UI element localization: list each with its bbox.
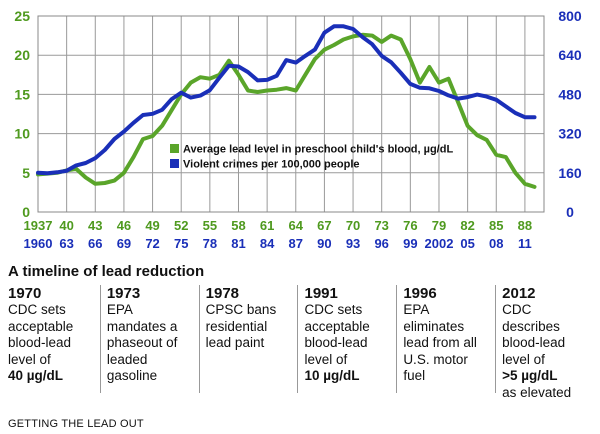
- x-tick-lead-year: 49: [145, 218, 159, 233]
- timeline-event: 1973 EPA mandates a phaseout of leaded g…: [99, 285, 199, 393]
- x-tick-lead-year: 61: [260, 218, 274, 233]
- x-tick-crime-year: 1960: [24, 236, 53, 251]
- timeline-text: CDC sets acceptable blood-lead level of 1…: [304, 302, 370, 383]
- plot-frame: [37, 15, 545, 213]
- timeline-event: 2012 CDC describes blood-lead level of >5…: [495, 285, 594, 400]
- x-tick-crime-year: 84: [260, 236, 275, 251]
- x-tick-lead-year: 1937: [24, 218, 53, 233]
- x-tick-lead-year: 55: [203, 218, 217, 233]
- y-tick-left: 20: [14, 47, 30, 63]
- x-tick-crime-year: 75: [174, 236, 188, 251]
- timeline-year: 1996: [403, 285, 437, 302]
- x-tick-crime-year: 63: [59, 236, 73, 251]
- y-tick-right: 320: [558, 126, 582, 142]
- x-tick-lead-year: 43: [88, 218, 102, 233]
- timeline-event: 1991 CDC sets acceptable blood-lead leve…: [297, 285, 396, 393]
- x-tick-crime-year: 05: [460, 236, 474, 251]
- legend-swatch-crime: [170, 159, 179, 168]
- x-tick-lead-year: 67: [317, 218, 331, 233]
- x-tick-lead-year: 76: [403, 218, 417, 233]
- timeline-event: 1970 CDC sets acceptable blood-lead leve…: [8, 285, 100, 393]
- series-line-crime: [36, 24, 537, 176]
- y-tick-right: 640: [558, 47, 582, 63]
- timeline-year: 2012: [502, 285, 536, 302]
- legend-label-lead: Average lead level in preschool child's …: [183, 144, 453, 156]
- x-tick-crime-year: 96: [374, 236, 388, 251]
- x-tick-crime-year: 99: [403, 236, 417, 251]
- y-tick-left: 0: [22, 204, 30, 220]
- x-tick-crime-year: 78: [203, 236, 217, 251]
- timeline-year: 1991: [304, 285, 338, 302]
- x-tick-lead-year: 70: [346, 218, 360, 233]
- timeline-event: 1996 EPA eliminates lead from all U.S. m…: [396, 285, 495, 393]
- timeline-text: CDC sets acceptable blood-lead level of 4…: [8, 302, 74, 383]
- x-tick-crime-year: 08: [489, 236, 503, 251]
- chart-legend: Average lead level in preschool child's …: [170, 144, 453, 171]
- timeline-title: A timeline of lead reduction: [8, 263, 205, 280]
- x-tick-crime-year: 87: [289, 236, 303, 251]
- x-tick-crime-year: 11: [518, 236, 532, 251]
- x-tick-crime-year: 66: [88, 236, 102, 251]
- x-tick-lead-year: 85: [489, 218, 503, 233]
- x-tick-crime-year: 69: [117, 236, 131, 251]
- timeline-value: 10 µg/dL: [304, 368, 360, 383]
- y-tick-right: 160: [558, 165, 582, 181]
- y-tick-right: 800: [558, 8, 582, 24]
- x-tick-crime-year: 2002: [425, 236, 454, 251]
- timeline-year: 1978: [205, 285, 240, 302]
- y-tick-right: 480: [558, 86, 582, 102]
- legend-swatch-lead: [170, 144, 179, 153]
- timeline-text: EPA eliminates lead from all U.S. motor …: [403, 302, 477, 383]
- timeline-year: 1970: [8, 285, 42, 302]
- y-tick-left: 5: [22, 165, 30, 181]
- x-tick-lead-year: 73: [374, 218, 388, 233]
- x-tick-lead-year: 52: [174, 218, 188, 233]
- y-tick-left: 10: [14, 126, 30, 142]
- timeline-text: CPSC bans residential lead paint: [205, 302, 277, 350]
- timeline-year: 1973: [106, 285, 141, 302]
- x-tick-crime-year: 90: [317, 236, 331, 251]
- timeline-value: 40 µg/dL: [8, 368, 64, 383]
- y-tick-left: 15: [14, 86, 30, 102]
- x-tick-lead-year: 79: [432, 218, 446, 233]
- x-tick-lead-year: 64: [289, 218, 304, 233]
- x-tick-lead-year: 58: [231, 218, 245, 233]
- timeline-value: >5 µg/dL: [502, 368, 558, 383]
- caption: GETTING THE LEAD OUT: [8, 418, 144, 430]
- x-tick-lead-year: 82: [460, 218, 474, 233]
- timeline-event: 1978 CPSC bans residential lead paint: [198, 285, 298, 393]
- series-line-lead: [36, 32, 537, 189]
- timeline-text: CDC describes blood-lead level of >5 µg/d…: [502, 302, 572, 400]
- timeline: 1970 CDC sets acceptable blood-lead leve…: [8, 285, 594, 400]
- y-tick-right: 0: [566, 204, 574, 220]
- legend-label-crime: Violent crimes per 100,000 people: [183, 159, 360, 171]
- x-tick-lead-year: 40: [59, 218, 73, 233]
- x-tick-crime-year: 93: [346, 236, 360, 251]
- y-tick-left: 25: [14, 8, 30, 24]
- timeline-text: EPA mandates a phaseout of leaded gasoli…: [106, 302, 178, 383]
- x-tick-lead-year: 88: [518, 218, 532, 233]
- x-tick-crime-year: 81: [231, 236, 245, 251]
- x-tick-crime-year: 72: [145, 236, 159, 251]
- chart-lines: [36, 24, 537, 189]
- x-tick-lead-year: 46: [117, 218, 131, 233]
